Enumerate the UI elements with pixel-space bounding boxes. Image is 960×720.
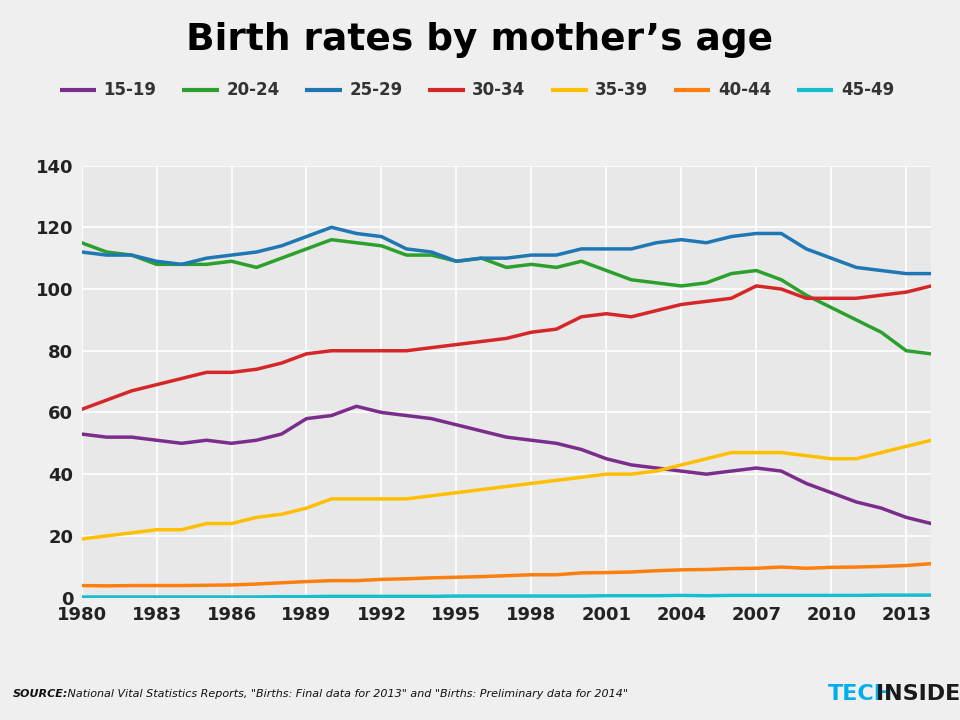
Text: 35-39: 35-39 [595,81,648,99]
Text: 45-49: 45-49 [841,81,894,99]
Text: 40-44: 40-44 [718,81,771,99]
Text: SOURCE:: SOURCE: [12,689,68,699]
Text: INSIDER: INSIDER [876,684,960,704]
Text: National Vital Statistics Reports, "Births: Final data for 2013" and "Births: Pr: National Vital Statistics Reports, "Birt… [64,689,629,699]
Text: TECH: TECH [828,684,893,704]
Text: 15-19: 15-19 [104,81,156,99]
Text: 25-29: 25-29 [349,81,402,99]
Text: 20-24: 20-24 [227,81,279,99]
Text: Birth rates by mother’s age: Birth rates by mother’s age [186,22,774,58]
Text: 30-34: 30-34 [472,81,525,99]
